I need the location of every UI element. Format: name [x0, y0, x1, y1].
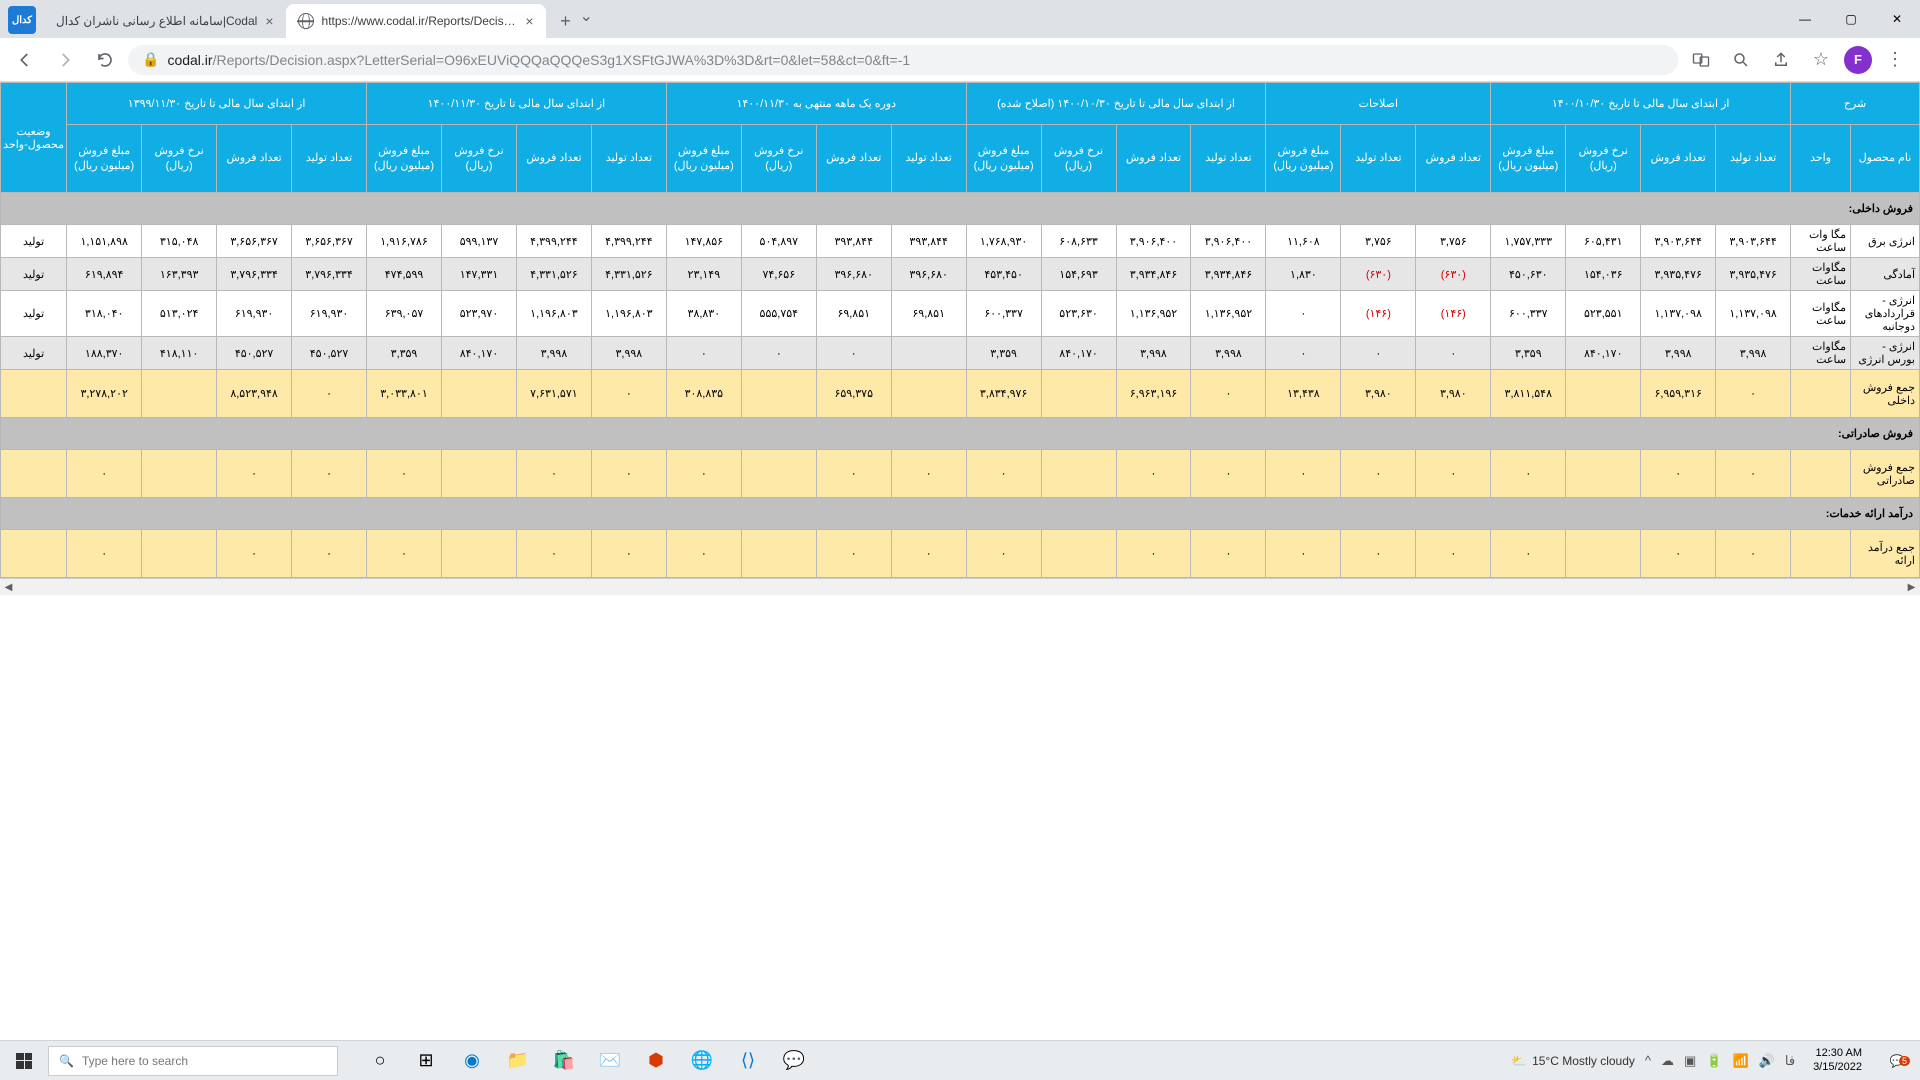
time-text: 12:30 AM: [1813, 1047, 1862, 1060]
translate-icon[interactable]: [1684, 43, 1718, 77]
start-button[interactable]: [0, 1041, 48, 1080]
profile-badge[interactable]: F: [1844, 46, 1872, 74]
tab-title: سامانه اطلاع رسانی ناشران کدال|Codal: [56, 14, 257, 28]
taskview-icon[interactable]: ⊞: [404, 1041, 448, 1080]
taskbar-search[interactable]: 🔍 Type here to search: [48, 1046, 338, 1076]
explorer-icon[interactable]: 📁: [496, 1041, 540, 1080]
onedrive-icon[interactable]: ☁: [1661, 1053, 1674, 1069]
notifications-button[interactable]: 💬 5: [1880, 1054, 1914, 1068]
vscode-icon[interactable]: ⟨⟩: [726, 1041, 770, 1080]
search-icon: 🔍: [59, 1054, 74, 1068]
table-row: انرژی - قراردادهای دوجانبهمگاوات ساعت۱,۱…: [1, 291, 1920, 337]
tabs-chevron-icon[interactable]: ⌄: [580, 6, 593, 26]
app-icon[interactable]: 💬: [772, 1041, 816, 1080]
weather-widget[interactable]: ⛅ 15°C Mostly cloudy: [1511, 1054, 1635, 1068]
browser-titlebar: کدال سامانه اطلاع رسانی ناشران کدال|Coda…: [0, 0, 1920, 38]
hdr-p1adj: از ابتدای سال مالی تا تاریخ ۱۴۰۰/۱۰/۳۰ (…: [966, 83, 1266, 125]
tray-chevron-icon[interactable]: ^: [1645, 1053, 1651, 1068]
table-body: فروش داخلی:انرژی برقمگا وات ساعت۳,۹۰۳,۶۴…: [1, 193, 1920, 578]
scroll-left-icon[interactable]: ◀: [0, 582, 17, 593]
office-icon[interactable]: ⬢: [634, 1041, 678, 1080]
summary-row: جمع فروش صادراتی۰۰۰۰۰۰۰۰۰۰۰۰۰۰۰۰۰۰: [1, 450, 1920, 498]
section-header: فروش صادراتی:: [1, 418, 1920, 450]
maximize-button[interactable]: ▢: [1828, 0, 1874, 38]
horizontal-scrollbar[interactable]: ◀ ▶: [0, 578, 1920, 595]
date-text: 3/15/2022: [1813, 1061, 1862, 1074]
weather-icon: ⛅: [1511, 1054, 1526, 1068]
report-content: شرح از ابتدای سال مالی تا تاریخ ۱۴۰۰/۱۰/…: [0, 82, 1920, 1040]
hdr-desc: شرح: [1791, 83, 1920, 125]
tab-codal[interactable]: سامانه اطلاع رسانی ناشران کدال|Codal ×: [44, 4, 286, 38]
hdr-p2: از ابتدای سال مالی تا تاریخ ۱۴۰۰/۱۱/۳۰: [367, 83, 667, 125]
scroll-right-icon[interactable]: ▶: [1903, 582, 1920, 593]
section-header: درآمد ارائه خدمات:: [1, 498, 1920, 530]
globe-icon: [298, 13, 314, 29]
close-window-button[interactable]: ✕: [1874, 0, 1920, 38]
chrome-icon[interactable]: 🌐: [680, 1041, 724, 1080]
hdr-p1: از ابتدای سال مالی تا تاریخ ۱۴۰۰/۱۰/۳۰: [1491, 83, 1791, 125]
new-tab-button[interactable]: +: [552, 7, 580, 35]
sub-unit: واحد: [1791, 125, 1851, 193]
address-bar[interactable]: 🔒 codal.ir/Reports/Decision.aspx?LetterS…: [128, 45, 1678, 75]
minimize-button[interactable]: —: [1782, 0, 1828, 38]
financial-table: شرح از ابتدای سال مالی تا تاریخ ۱۴۰۰/۱۰/…: [0, 82, 1920, 578]
window-controls: — ▢ ✕: [1782, 0, 1920, 38]
url-text: codal.ir/Reports/Decision.aspx?LetterSer…: [167, 52, 910, 68]
hdr-month: دوره یک ماهه منتهی به ۱۴۰۰/۱۱/۳۰: [666, 83, 966, 125]
cortana-icon[interactable]: ○: [358, 1041, 402, 1080]
share-icon[interactable]: [1764, 43, 1798, 77]
hdr-adj: اصلاحات: [1266, 83, 1491, 125]
section-header: فروش داخلی:: [1, 193, 1920, 225]
kebab-menu-icon[interactable]: ⋮: [1878, 43, 1912, 77]
lang-indicator[interactable]: فا: [1785, 1053, 1795, 1069]
edge-icon[interactable]: ◉: [450, 1041, 494, 1080]
mail-icon[interactable]: ✉️: [588, 1041, 632, 1080]
table-row: انرژی برقمگا وات ساعت۳,۹۰۳,۶۴۴۳,۹۰۳,۶۴۴۶…: [1, 225, 1920, 258]
summary-row: جمع فروش داخلی۰۶,۹۵۹,۳۱۶۳,۸۱۱,۵۴۸۳,۹۸۰۳,…: [1, 370, 1920, 418]
bookmark-icon[interactable]: ☆: [1804, 43, 1838, 77]
system-tray: ^ ☁ ▣ 🔋 📶 🔊 فا: [1645, 1053, 1795, 1069]
tab-report-active[interactable]: https://www.codal.ir/Reports/Decision.as…: [286, 4, 546, 38]
taskbar-right: ⛅ 15°C Mostly cloudy ^ ☁ ▣ 🔋 📶 🔊 فا 12:3…: [1511, 1041, 1920, 1080]
close-icon[interactable]: ×: [265, 13, 273, 29]
table-row: آمادگیمگاوات ساعت۳,۹۳۵,۴۷۶۳,۹۳۵,۴۷۶۱۵۴,۰…: [1, 258, 1920, 291]
wifi-icon[interactable]: 📶: [1733, 1053, 1749, 1069]
taskbar-pinned: ○ ⊞ ◉ 📁 🛍️ ✉️ ⬢ 🌐 ⟨⟩ 💬: [358, 1041, 816, 1080]
volume-icon[interactable]: 🔊: [1759, 1053, 1775, 1069]
windows-taskbar: 🔍 Type here to search ○ ⊞ ◉ 📁 🛍️ ✉️ ⬢ 🌐 …: [0, 1040, 1920, 1080]
browser-toolbar: 🔒 codal.ir/Reports/Decision.aspx?LetterS…: [0, 38, 1920, 82]
store-icon[interactable]: 🛍️: [542, 1041, 586, 1080]
back-button[interactable]: [8, 43, 42, 77]
display-icon[interactable]: ▣: [1684, 1053, 1696, 1069]
weather-text: 15°C Mostly cloudy: [1532, 1054, 1635, 1068]
search-icon[interactable]: [1724, 43, 1758, 77]
scroll-track[interactable]: [17, 579, 1903, 595]
summary-row: جمع درآمد ارائه۰۰۰۰۰۰۰۰۰۰۰۰۰۰۰۰۰۰: [1, 530, 1920, 578]
tab-title: https://www.codal.ir/Reports/Decision.as…: [322, 14, 518, 28]
battery-icon[interactable]: 🔋: [1706, 1053, 1722, 1069]
hdr-py: از ابتدای سال مالی تا تاریخ ۱۳۹۹/۱۱/۳۰: [67, 83, 367, 125]
lock-icon: 🔒: [142, 51, 159, 68]
search-placeholder: Type here to search: [82, 1054, 188, 1068]
close-icon[interactable]: ×: [525, 13, 533, 29]
hdr-status: وضعیت محصول-واحد: [1, 83, 67, 193]
windows-icon: [16, 1053, 32, 1069]
notif-badge: 5: [1899, 1056, 1910, 1066]
codal-favicon: کدال: [8, 6, 36, 34]
sub-name: نام محصول: [1851, 125, 1920, 193]
clock[interactable]: 12:30 AM 3/15/2022: [1805, 1047, 1870, 1073]
reload-button[interactable]: [88, 43, 122, 77]
table-row: انرژی - بورس انرژیمگاوات ساعت۳,۹۹۸۳,۹۹۸۸…: [1, 337, 1920, 370]
forward-button[interactable]: [48, 43, 82, 77]
